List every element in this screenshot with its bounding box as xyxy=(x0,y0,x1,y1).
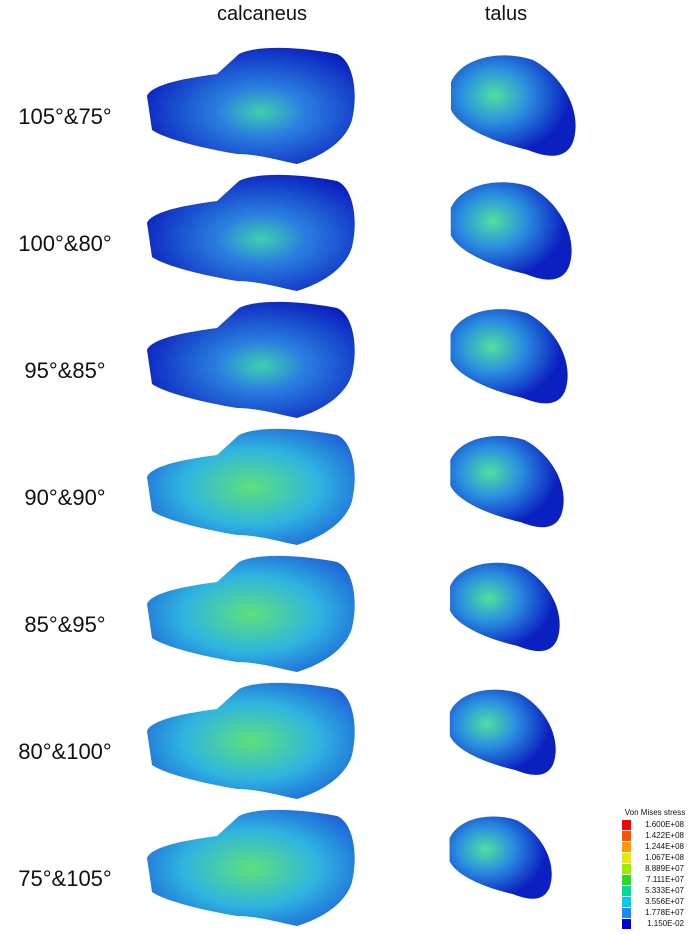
legend-label: 7.111E+07 xyxy=(646,875,684,884)
legend-swatch xyxy=(622,886,631,896)
legend-label: 8.889E+07 xyxy=(645,864,684,873)
row-label: 105°&75° xyxy=(18,104,111,129)
row-label: 80°&100° xyxy=(18,739,111,764)
row-label: 85°&95° xyxy=(24,612,105,637)
legend-label: 1.067E+08 xyxy=(645,853,684,862)
talus-model xyxy=(450,182,572,280)
legend-swatch xyxy=(622,842,631,852)
talus-model xyxy=(450,562,560,652)
legend-swatch xyxy=(622,853,631,863)
calcaneus-model xyxy=(147,809,355,926)
legend-label: 3.556E+07 xyxy=(645,897,684,906)
legend-label: 1.244E+08 xyxy=(645,842,684,851)
legend-label: 1.778E+07 xyxy=(645,908,684,917)
calcaneus-model xyxy=(147,682,355,799)
column-header: calcaneus xyxy=(217,3,307,25)
talus-model xyxy=(451,55,576,156)
talus-model xyxy=(449,689,556,775)
legend-swatch xyxy=(622,831,631,841)
legend-label: 1.150E-02 xyxy=(647,919,684,928)
calcaneus-model xyxy=(147,174,355,291)
calcaneus-model xyxy=(147,301,355,418)
row-label: 95°&85° xyxy=(24,358,105,383)
column-header: talus xyxy=(485,3,527,25)
legend-swatch xyxy=(622,897,631,907)
legend-label: 5.333E+07 xyxy=(645,886,684,895)
legend-swatch xyxy=(622,864,631,874)
calcaneus-model xyxy=(147,47,355,164)
legend-swatch xyxy=(622,820,631,830)
talus-model xyxy=(450,309,568,404)
calcaneus-model xyxy=(147,428,355,545)
row-label: 75°&105° xyxy=(18,866,111,891)
talus-model xyxy=(450,435,564,528)
legend-swatch xyxy=(622,908,631,918)
row-label: 90°&90° xyxy=(24,485,105,510)
legend-swatch xyxy=(622,875,631,885)
legend-swatch xyxy=(622,919,631,929)
legend-title: Von Mises stress xyxy=(625,808,685,817)
talus-model xyxy=(449,816,552,899)
legend-label: 1.600E+08 xyxy=(645,820,684,829)
calcaneus-model xyxy=(147,555,355,672)
legend-label: 1.422E+08 xyxy=(645,831,684,840)
row-label: 100°&80° xyxy=(18,231,111,256)
